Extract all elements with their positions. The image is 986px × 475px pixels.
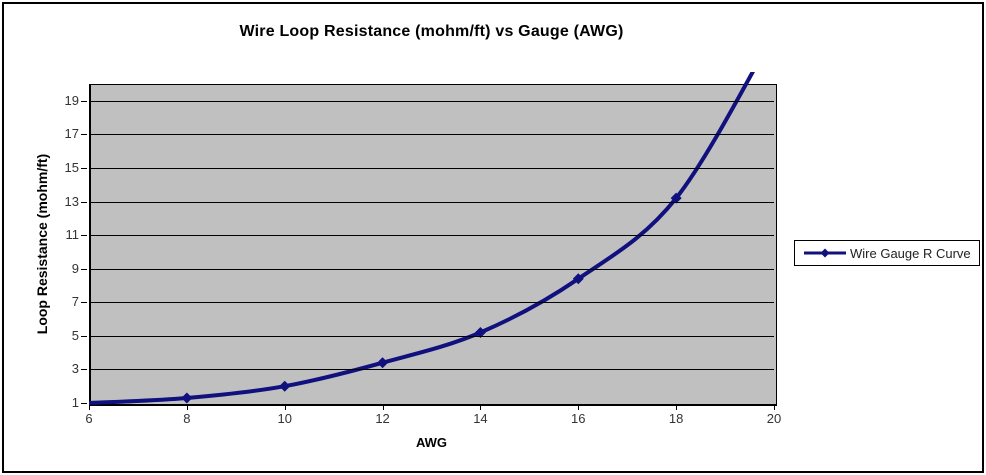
x-axis-tick [382, 405, 384, 410]
x-axis-tick [89, 405, 90, 410]
x-axis-tick [774, 405, 775, 410]
gridline [89, 302, 774, 304]
x-tick-label: 16 [571, 411, 586, 426]
x-axis-tick [578, 405, 580, 410]
y-axis-tick [81, 403, 87, 404]
gridline [89, 167, 774, 169]
gridline [89, 335, 774, 337]
y-tick-label: 9 [71, 260, 79, 276]
chart-title: Wire Loop Resistance (mohm/ft) vs Gauge … [239, 23, 624, 40]
x-tick-label: 12 [375, 411, 390, 426]
y-tick-label: 17 [64, 126, 79, 142]
y-axis-tick [81, 100, 87, 102]
series-line [89, 72, 755, 405]
legend-label: Wire Gauge R Curve [850, 245, 971, 261]
gridline [89, 268, 774, 270]
plot-area [89, 84, 777, 406]
x-tick-label: 6 [85, 411, 93, 426]
diamond-marker [279, 380, 291, 392]
gridline [89, 100, 774, 102]
x-tick-label: 18 [668, 411, 684, 426]
x-axis-tick [186, 405, 188, 410]
x-axis-tick [284, 405, 286, 410]
y-axis-tick [81, 167, 87, 169]
diamond-marker [474, 326, 486, 338]
y-tick-label: 7 [71, 294, 79, 310]
y-axis-tick [81, 201, 87, 203]
x-axis-title: AWG [415, 435, 448, 450]
diamond-marker [181, 392, 193, 404]
gridline [89, 134, 774, 136]
y-tick-label: 1 [71, 395, 79, 410]
x-tick-label: 14 [473, 411, 488, 426]
gridline [89, 235, 774, 237]
y-tick-label: 11 [65, 227, 80, 243]
y-tick-label: 19 [64, 92, 79, 108]
diamond-marker [377, 357, 389, 369]
y-axis-tick [81, 369, 87, 371]
y-axis-tick [81, 335, 87, 337]
x-axis-tick [480, 405, 482, 410]
y-axis-tick [81, 235, 87, 237]
legend-line-marker-icon [804, 248, 846, 258]
gridline [89, 201, 774, 203]
y-axis-tick [81, 268, 87, 270]
legend: Wire Gauge R Curve [794, 240, 980, 266]
diamond-marker [670, 192, 682, 204]
resistance-curve [89, 72, 755, 405]
y-tick-label: 13 [64, 193, 79, 209]
gridline [89, 369, 774, 371]
x-tick-label: 8 [183, 411, 191, 426]
x-tick-label: 20 [766, 411, 782, 426]
y-axis-tick [81, 302, 87, 304]
y-tick-label: 5 [71, 327, 79, 343]
y-tick-label: 15 [64, 159, 79, 175]
x-tick-label: 10 [277, 411, 292, 426]
y-axis-tick [81, 134, 87, 136]
y-tick-label: 3 [71, 361, 79, 377]
diamond-marker [572, 273, 584, 285]
x-axis-tick [676, 405, 678, 410]
